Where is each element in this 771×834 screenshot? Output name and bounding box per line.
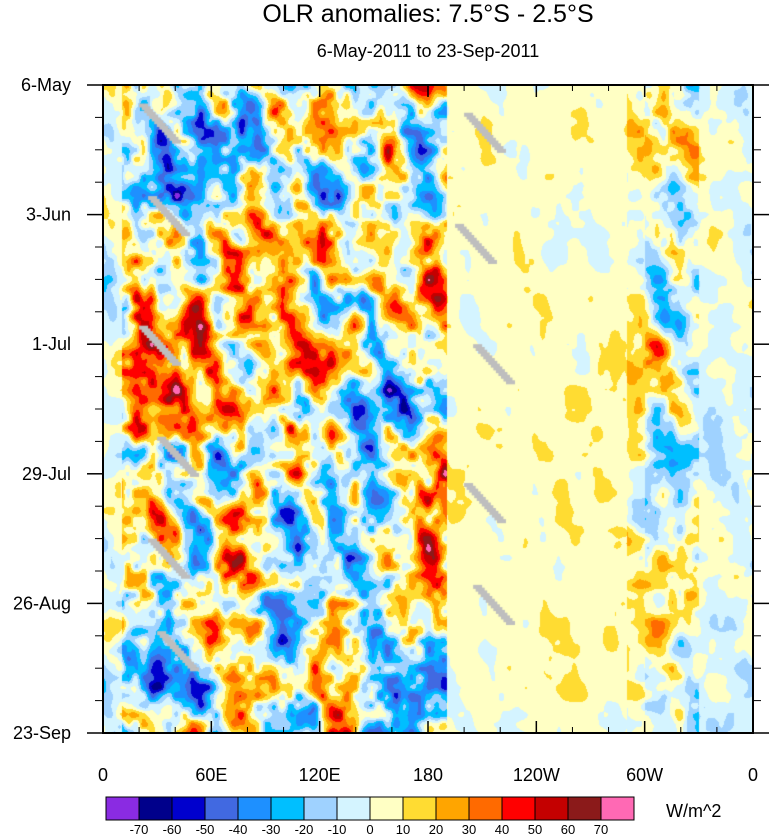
x-tick-label: 0 (748, 765, 758, 785)
y-tick-label: 29-Jul (22, 464, 71, 484)
colorbar-label: -70 (130, 822, 149, 834)
colorbar-units: W/m^2 (666, 801, 721, 821)
colorbar-swatch (270, 796, 305, 821)
chart-title: OLR anomalies: 7.5°S - 2.5°S (262, 0, 593, 28)
colorbar-swatch (303, 796, 338, 821)
x-tick-label: 120E (299, 765, 341, 785)
colorbar-swatch (402, 796, 437, 821)
x-tick-label: 60W (626, 765, 663, 785)
x-tick-label: 120W (513, 765, 560, 785)
colorbar-swatch (501, 796, 536, 821)
x-axis: 0 60E 120E 180 120W 60W 0 (98, 85, 758, 785)
anomaly-heatmap (103, 85, 753, 733)
chart-subtitle: 6-May-2011 to 23-Sep-2011 (317, 41, 539, 61)
colorbar-label: 0 (366, 822, 373, 834)
colorbar-label: 60 (561, 822, 575, 834)
colorbar-label: 70 (594, 822, 608, 834)
colorbar: -70 -60 -50 -40 -30 -20 -10 0 10 20 30 40 50 60 70 (105, 796, 635, 834)
colorbar-swatch (534, 796, 569, 821)
colorbar-swatch (567, 796, 602, 821)
x-tick-label: 180 (413, 765, 443, 785)
plot-area (102, 84, 754, 734)
colorbar-label: 10 (396, 822, 410, 834)
y-tick-label: 26-Aug (13, 593, 71, 613)
colorbar-label: 30 (462, 822, 476, 834)
colorbar-label: 40 (495, 822, 509, 834)
colorbar-swatch (600, 796, 635, 821)
colorbar-label: 20 (429, 822, 443, 834)
x-tick-label: 60E (195, 765, 227, 785)
colorbar-swatch (105, 796, 140, 821)
colorbar-label: -30 (262, 822, 281, 834)
colorbar-swatch (171, 796, 206, 821)
colorbar-label: -20 (295, 822, 314, 834)
colorbar-swatch (237, 796, 272, 821)
colorbar-swatch (336, 796, 371, 821)
colorbar-label: -50 (196, 822, 215, 834)
y-tick-label: 1-Jul (32, 334, 71, 354)
colorbar-label: 50 (528, 822, 542, 834)
colorbar-swatch (435, 796, 470, 821)
colorbar-swatch (138, 796, 173, 821)
colorbar-swatch (204, 796, 239, 821)
colorbar-label: -10 (328, 822, 347, 834)
y-tick-label: 3-Jun (26, 205, 71, 225)
colorbar-label: -40 (229, 822, 248, 834)
y-axis: 6-May 3-Jun 1-Jul 29-Jul 26-Aug 23-Sep (13, 75, 769, 743)
x-tick-label: 0 (98, 765, 108, 785)
colorbar-label: -60 (163, 822, 182, 834)
colorbar-swatch (468, 796, 503, 821)
y-tick-label: 6-May (21, 75, 71, 95)
y-tick-label: 23-Sep (13, 723, 71, 743)
colorbar-swatch (369, 796, 404, 821)
